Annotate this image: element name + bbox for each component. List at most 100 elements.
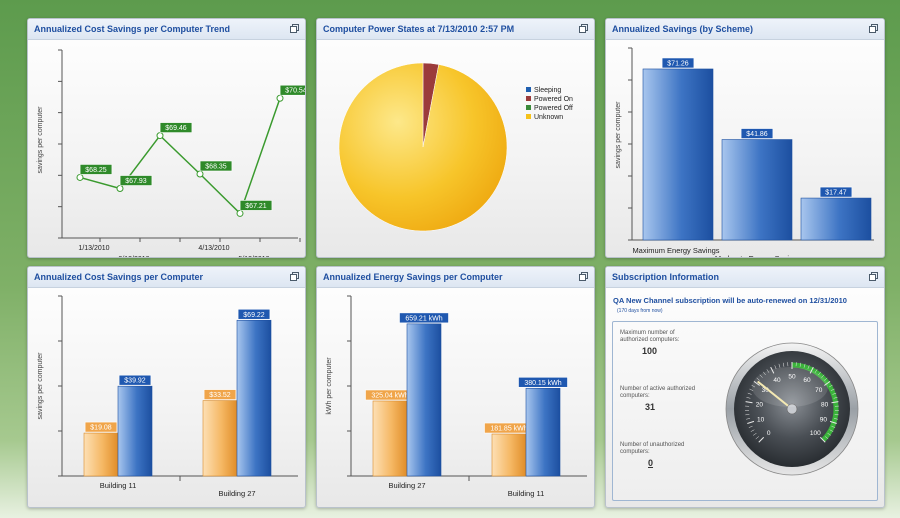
stat-max-label: Maximum number of authorized computers: bbox=[620, 330, 680, 343]
scheme-bar-chart: savings per computer $71.26 $41.86 $17.47 Ma… bbox=[615, 47, 874, 257]
trend-value-label: $67.21 bbox=[245, 203, 267, 210]
scheme-panel-header: Annualized Savings (by Scheme) bbox=[606, 19, 884, 40]
subscription-inner-box: Maximum number of authorized computers: … bbox=[612, 321, 878, 501]
scheme-value-label-bg bbox=[740, 128, 774, 139]
bar-blue bbox=[236, 319, 272, 477]
restore-icon[interactable] bbox=[869, 24, 878, 33]
gauge-tick bbox=[824, 377, 828, 381]
bar-orange bbox=[202, 400, 238, 477]
bar-orange bbox=[83, 432, 119, 477]
scheme-value-label-bg bbox=[661, 57, 695, 69]
stat-unauthorized: Number of unauthorized computers: 0 bbox=[620, 442, 700, 468]
gauge-tick bbox=[759, 374, 763, 378]
gauge-tick bbox=[832, 392, 837, 395]
restore-icon[interactable] bbox=[869, 272, 878, 281]
trend-value-label: $68.35 bbox=[205, 163, 227, 170]
stat-max-value: 100 bbox=[642, 346, 658, 356]
x-tick-label: Building 27 bbox=[218, 489, 255, 498]
gauge-tick bbox=[770, 366, 775, 374]
gauge-tick bbox=[833, 397, 838, 399]
scheme-value-label: $71.26 bbox=[667, 60, 689, 67]
bar-orange bbox=[491, 433, 527, 477]
scheme-bar bbox=[721, 139, 793, 241]
scheme-bar bbox=[642, 68, 714, 241]
trend-value-label-bg bbox=[119, 175, 153, 186]
trend-value-label-bg bbox=[239, 200, 273, 211]
gauge-hub bbox=[786, 403, 798, 415]
gauge-tick bbox=[824, 436, 829, 440]
scheme-value-label: $41.86 bbox=[746, 131, 768, 138]
restore-icon[interactable] bbox=[290, 24, 299, 33]
legend-swatch bbox=[526, 96, 531, 101]
gauge-tick bbox=[753, 380, 760, 386]
scheme-panel: Annualized Savings (by Scheme) savings p… bbox=[605, 18, 885, 258]
x-tick-label: 5/13/2010 bbox=[238, 256, 269, 257]
gauge-tick bbox=[803, 363, 806, 368]
stat-active-label: Number of active authorized computers: bbox=[620, 386, 696, 399]
bar-blue bbox=[525, 387, 561, 477]
trend-chart: savings per computer $68.25 $67.93 $69.46 $6… bbox=[37, 49, 305, 257]
gauge-tick bbox=[829, 429, 834, 432]
subscription-panel: Subscription Information QA New Channel … bbox=[605, 266, 885, 508]
bar-value-label: $19.08 bbox=[90, 425, 112, 432]
gauge-tick-label: 30 bbox=[762, 387, 770, 394]
gauge-tick bbox=[756, 377, 760, 381]
bar-value-label-bg bbox=[118, 374, 152, 386]
bar-value-label-bg bbox=[399, 312, 449, 324]
trend-point bbox=[196, 170, 204, 178]
scheme-panel-title: Annualized Savings (by Scheme) bbox=[612, 24, 754, 34]
gauge-tick bbox=[821, 374, 825, 378]
gauge-tick bbox=[762, 371, 766, 376]
cost-building-panel-title: Annualized Cost Savings per Computer bbox=[34, 272, 204, 282]
trend-value-label-bg bbox=[159, 122, 193, 133]
bar-value-label: 325.04 kWh bbox=[371, 392, 408, 399]
x-tick-label: Building 11 bbox=[508, 489, 545, 498]
gauge-tick-label: 70 bbox=[815, 387, 823, 394]
trend-value-label-bg bbox=[199, 160, 233, 172]
stat-unauthorized-value: 0 bbox=[648, 458, 654, 468]
subscription-notice: QA New Channel subscription will be auto… bbox=[613, 296, 847, 305]
bar-blue bbox=[406, 323, 442, 477]
gauge-tick bbox=[828, 384, 833, 388]
gauge-tick-label: 90 bbox=[820, 417, 828, 424]
gauge-tick-label: 20 bbox=[756, 401, 764, 408]
bar-value-label-bg bbox=[203, 389, 237, 400]
gauge-tick bbox=[750, 429, 755, 432]
gauge-tick bbox=[830, 388, 835, 391]
subscription-panel-title: Subscription Information bbox=[612, 272, 719, 282]
trend-value-label-bg bbox=[279, 84, 305, 96]
restore-icon[interactable] bbox=[579, 24, 588, 33]
trend-point bbox=[276, 94, 284, 102]
gauge-tick bbox=[831, 401, 839, 404]
x-tick-label: Building 11 bbox=[100, 481, 137, 490]
gauge-tick bbox=[807, 365, 810, 370]
gauge-green-band bbox=[791, 362, 839, 442]
subscription-panel-header: Subscription Information bbox=[606, 267, 884, 288]
trend-value-label: $68.25 bbox=[85, 167, 107, 174]
y-axis-label: savings per computer bbox=[615, 101, 622, 169]
cost-building-bar-chart: savings per computer $19.08 $33.52 $39.92 $6… bbox=[37, 295, 298, 498]
stat-active-value: 31 bbox=[645, 402, 656, 412]
stat-unauthorized-label: Number of unauthorized computers: bbox=[620, 442, 685, 455]
x-tick-label: Building 27 bbox=[388, 481, 425, 490]
trend-value-label: $70.54 bbox=[285, 88, 305, 95]
y-axis-label: savings per computer bbox=[37, 352, 44, 420]
bar-value-label: 181.85 kWh bbox=[490, 426, 527, 433]
gauge-tick bbox=[745, 401, 753, 404]
energy-building-panel-title: Annualized Energy Savings per Computer bbox=[323, 272, 503, 282]
gauge-tick bbox=[831, 425, 836, 428]
bar-value-label: 659.21 kWh bbox=[405, 315, 442, 322]
gauge-tick bbox=[819, 436, 826, 443]
energy-building-panel: Annualized Energy Savings per Computer k… bbox=[316, 266, 595, 508]
restore-icon[interactable] bbox=[290, 272, 299, 281]
power-panel-header: Computer Power States at 7/13/2010 2:57 … bbox=[317, 19, 594, 40]
gauge-tick-label: 60 bbox=[803, 377, 811, 384]
gauge-tick bbox=[751, 384, 756, 388]
y-axis-label: savings per computer bbox=[37, 106, 44, 174]
power-pie-chart: Sleeping Powered On Powered Off Unknown bbox=[338, 62, 573, 232]
power-panel-title: Computer Power States at 7/13/2010 2:57 … bbox=[323, 24, 515, 34]
trend-panel-title: Annualized Cost Savings per Computer Tre… bbox=[34, 24, 231, 34]
x-tick-label: 2/13/2010 bbox=[118, 256, 149, 257]
restore-icon[interactable] bbox=[579, 272, 588, 281]
